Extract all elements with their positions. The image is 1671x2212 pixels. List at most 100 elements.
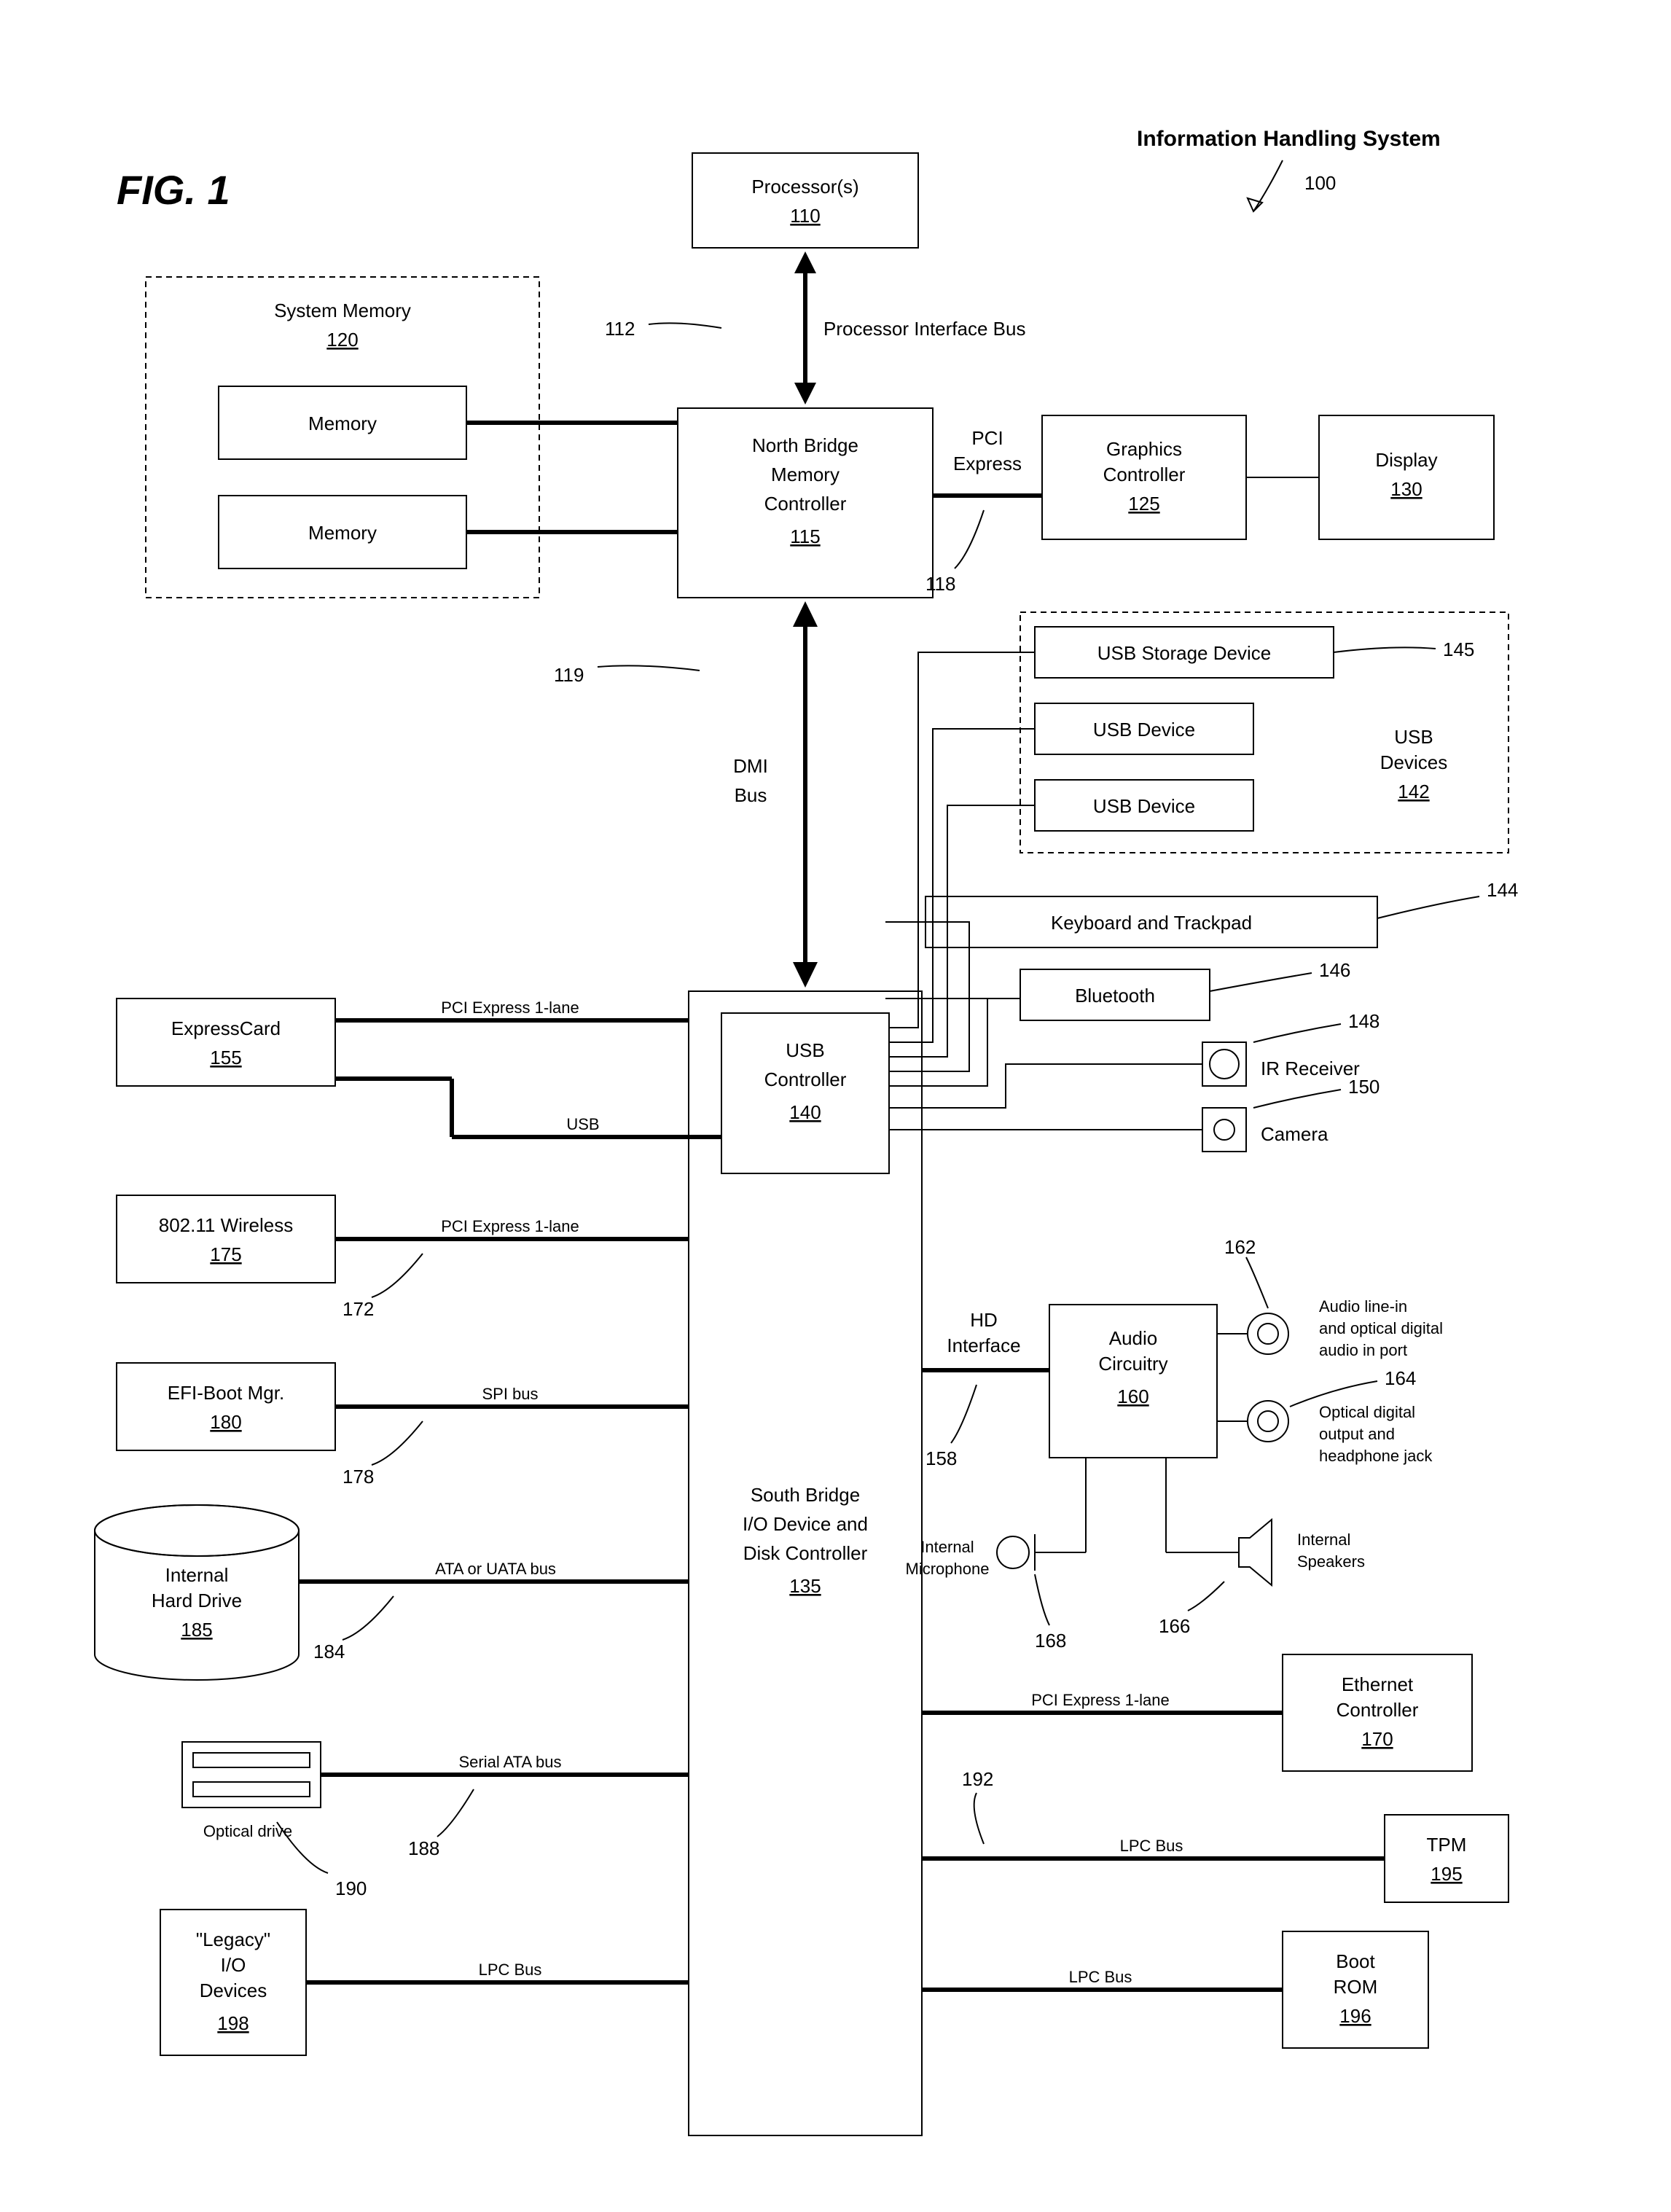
usb-storage-label: USB Storage Device — [1097, 642, 1271, 664]
southbridge-ref: 135 — [789, 1575, 821, 1597]
title-ref: 100 — [1304, 172, 1336, 194]
southbridge-l3: Disk Controller — [743, 1542, 868, 1564]
hdd-bus-ref: 184 — [313, 1641, 345, 1662]
hdif-l2: Interface — [947, 1334, 1020, 1356]
mic-l2: Microphone — [906, 1560, 990, 1578]
dmi-ref: 119 — [554, 664, 584, 686]
efi-bus: SPI bus — [482, 1385, 538, 1403]
optical-ref: 190 — [335, 1877, 367, 1899]
display-box — [1319, 415, 1494, 539]
efi-box — [117, 1363, 335, 1450]
usb-ctrl-l1: USB — [786, 1039, 824, 1061]
bootrom-bus: LPC Bus — [1069, 1968, 1132, 1986]
optout-ref: 164 — [1385, 1367, 1416, 1389]
sysmem-ref: 120 — [326, 329, 358, 351]
linein-ref: 162 — [1224, 1236, 1256, 1258]
expresscard-bus: PCI Express 1-lane — [441, 998, 579, 1017]
dmi-l2: Bus — [735, 784, 767, 806]
northbridge-l1: North Bridge — [752, 434, 858, 456]
optical-bus: Serial ATA bus — [458, 1753, 561, 1771]
tpm-bus: LPC Bus — [1120, 1837, 1183, 1855]
optout-l3: headphone jack — [1319, 1447, 1433, 1465]
expresscard-box — [117, 998, 335, 1086]
diagram-canvas: FIG. 1 Information Handling System 100 P… — [0, 0, 1671, 2212]
hdd-l2: Hard Drive — [152, 1590, 242, 1611]
usb-ctrl-box — [721, 1013, 889, 1173]
wireless-ref: 175 — [210, 1243, 241, 1265]
usb-group-l2: Devices — [1380, 751, 1447, 773]
hdif-l1: HD — [970, 1309, 998, 1331]
efi-label: EFI-Boot Mgr. — [168, 1382, 284, 1404]
efi-bus-ref: 178 — [343, 1466, 374, 1488]
optout-l2: output and — [1319, 1425, 1395, 1443]
linein-l1: Audio line-in — [1319, 1297, 1407, 1316]
legacy-l2: I/O — [221, 1954, 246, 1976]
figure-label: FIG. 1 — [117, 167, 230, 213]
northbridge-l3: Controller — [764, 493, 847, 515]
tpm-ref: 195 — [1431, 1863, 1462, 1885]
processor-ref: 110 — [790, 205, 820, 227]
bootrom-l2: ROM — [1334, 1976, 1378, 1998]
legacy-bus: LPC Bus — [479, 1961, 542, 1979]
camera-box — [1202, 1108, 1246, 1152]
ethernet-bus: PCI Express 1-lane — [1031, 1691, 1170, 1709]
pci-express-l2: Express — [953, 453, 1022, 474]
southbridge-l1: South Bridge — [751, 1484, 860, 1506]
usb-device-label-2: USB Device — [1093, 795, 1195, 817]
optout-l1: Optical digital — [1319, 1403, 1415, 1421]
northbridge-ref: 115 — [790, 525, 820, 547]
mic-l1: Internal — [920, 1538, 974, 1556]
legacy-l3: Devices — [200, 1980, 267, 2001]
graphics-l1: Graphics — [1106, 438, 1182, 460]
wireless-label: 802.11 Wireless — [159, 1214, 294, 1236]
usb-storage-ref: 145 — [1443, 638, 1474, 660]
spk-l1: Internal — [1297, 1531, 1350, 1549]
memory-label-1: Memory — [308, 413, 377, 434]
ir-ref: 148 — [1348, 1010, 1380, 1032]
pci-express-l1: PCI — [971, 427, 1003, 449]
dmi-l1: DMI — [733, 755, 768, 777]
tpm-box — [1385, 1815, 1508, 1902]
expresscard-label: ExpressCard — [171, 1017, 281, 1039]
processor-label: Processor(s) — [751, 176, 858, 198]
wireless-box — [117, 1195, 335, 1283]
usb-group-ref: 142 — [1398, 781, 1429, 802]
efi-ref: 180 — [210, 1411, 241, 1433]
spk-ref: 166 — [1159, 1615, 1190, 1637]
usb-ctrl-ref: 140 — [789, 1101, 821, 1123]
display-label: Display — [1375, 449, 1437, 471]
wireless-bus-ref: 172 — [343, 1298, 374, 1320]
wireless-bus: PCI Express 1-lane — [441, 1217, 579, 1235]
ethernet-l1: Ethernet — [1342, 1673, 1414, 1695]
memory-label-2: Memory — [308, 522, 377, 544]
bluetooth-label: Bluetooth — [1075, 985, 1155, 1007]
northbridge-l2: Memory — [771, 464, 840, 485]
hdd-l1: Internal — [165, 1564, 229, 1586]
processor-box — [692, 153, 918, 248]
audio-l1: Audio — [1109, 1327, 1158, 1349]
camera-label: Camera — [1261, 1123, 1328, 1145]
ethernet-l2: Controller — [1337, 1699, 1419, 1721]
graphics-ref: 125 — [1128, 493, 1159, 515]
page-title: Information Handling System — [1137, 127, 1441, 151]
usb-ctrl-l2: Controller — [764, 1068, 847, 1090]
hdd-bus: ATA or UATA bus — [435, 1560, 556, 1578]
ethernet-ref: 170 — [1361, 1728, 1393, 1750]
keyboard-ref: 144 — [1487, 879, 1518, 901]
bootrom-l1: Boot — [1336, 1950, 1375, 1972]
optical-bus-ref: 188 — [408, 1837, 439, 1859]
optical-box — [182, 1742, 321, 1807]
audio-ref: 160 — [1117, 1386, 1148, 1407]
legacy-ref: 198 — [217, 2012, 249, 2034]
tpm-bus-ref: 192 — [962, 1768, 993, 1790]
bluetooth-ref: 146 — [1319, 959, 1350, 981]
linein-l2: and optical digital — [1319, 1319, 1443, 1337]
tpm-label: TPM — [1427, 1834, 1467, 1856]
display-ref: 130 — [1390, 478, 1422, 500]
hdif-ref: 158 — [925, 1447, 957, 1469]
usb-bus: USB — [566, 1115, 599, 1133]
usb-group-l1: USB — [1394, 726, 1433, 748]
bootrom-ref: 196 — [1339, 2005, 1371, 2027]
spk-l2: Speakers — [1297, 1552, 1365, 1571]
pif-bus-ref: 112 — [605, 318, 635, 340]
